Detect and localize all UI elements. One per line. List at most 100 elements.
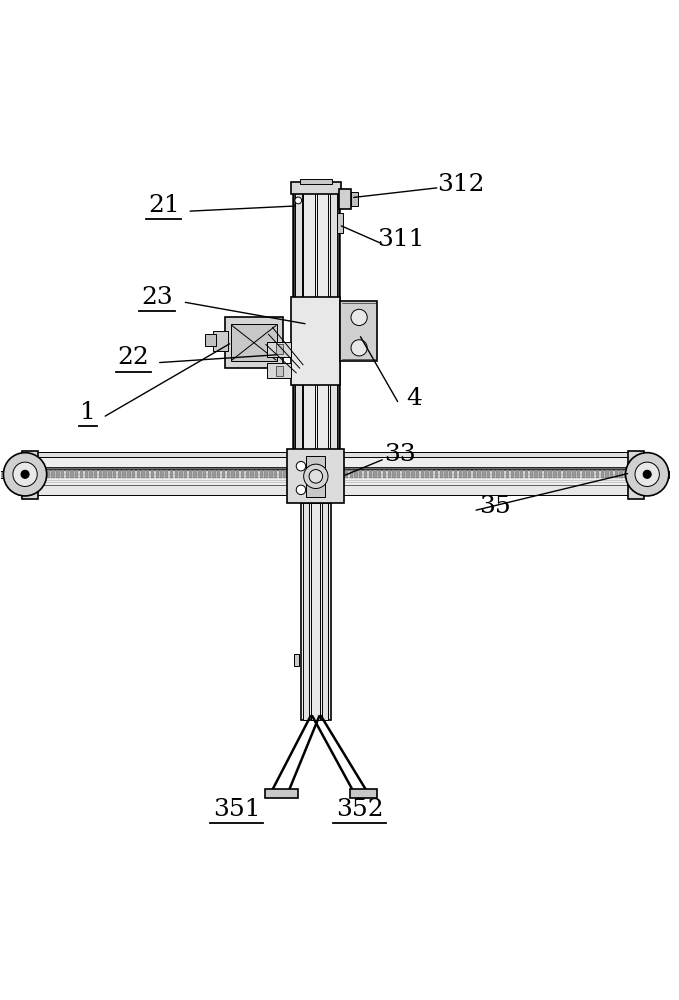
Bar — [378, 470, 382, 478]
Bar — [236, 470, 240, 478]
Bar — [213, 470, 216, 478]
Text: 352: 352 — [336, 798, 384, 821]
Bar — [477, 470, 481, 478]
Bar — [184, 470, 187, 478]
Text: 312: 312 — [437, 173, 485, 196]
Bar — [392, 470, 396, 478]
Bar — [339, 189, 351, 209]
Text: 4: 4 — [406, 387, 422, 410]
Bar — [350, 789, 377, 798]
Bar — [572, 470, 576, 478]
Bar — [205, 334, 216, 346]
Bar — [468, 470, 471, 478]
Bar — [293, 192, 339, 463]
Bar — [22, 451, 38, 499]
Bar — [22, 454, 644, 468]
Bar — [568, 470, 571, 478]
Bar — [189, 470, 192, 478]
Bar — [80, 470, 84, 478]
Bar — [61, 470, 65, 478]
Bar — [165, 470, 168, 478]
Bar — [511, 470, 514, 478]
Circle shape — [351, 340, 367, 356]
Bar — [587, 470, 589, 478]
Bar — [52, 470, 55, 478]
Bar — [5, 470, 17, 478]
Text: 35: 35 — [479, 495, 511, 518]
Bar — [663, 471, 669, 478]
Bar — [136, 470, 140, 478]
Circle shape — [21, 470, 29, 478]
Bar — [577, 470, 581, 478]
Bar — [276, 344, 282, 354]
Bar — [473, 470, 476, 478]
Bar — [421, 470, 424, 478]
Bar — [98, 470, 102, 478]
Bar — [22, 485, 644, 495]
Bar — [295, 192, 301, 463]
Bar — [416, 470, 420, 478]
Bar — [614, 470, 618, 478]
Bar — [525, 470, 528, 478]
Text: 23: 23 — [141, 286, 172, 309]
Bar — [364, 470, 367, 478]
Bar — [288, 470, 291, 478]
Bar — [75, 470, 79, 478]
Bar — [407, 470, 410, 478]
Bar — [294, 654, 299, 666]
Bar — [345, 470, 348, 478]
Bar — [487, 470, 490, 478]
Bar — [619, 470, 623, 478]
Bar — [582, 470, 585, 478]
Text: 1: 1 — [80, 401, 96, 424]
Bar — [276, 366, 282, 376]
Bar — [354, 470, 358, 478]
Bar — [330, 192, 337, 463]
Bar — [299, 179, 332, 184]
Bar — [402, 470, 405, 478]
Bar — [267, 363, 291, 378]
Bar — [435, 470, 438, 478]
Bar — [246, 470, 249, 478]
Bar — [127, 470, 130, 478]
Bar — [94, 470, 97, 478]
Bar — [350, 470, 353, 478]
Text: 311: 311 — [377, 228, 424, 251]
Bar — [558, 470, 562, 478]
Bar — [274, 470, 277, 478]
Bar — [323, 503, 329, 720]
Bar — [175, 470, 178, 478]
Bar — [225, 317, 282, 368]
Bar — [241, 470, 244, 478]
Bar — [482, 470, 485, 478]
Circle shape — [296, 461, 306, 471]
Bar — [644, 459, 653, 492]
Bar — [337, 213, 343, 233]
Bar — [0, 471, 7, 478]
Bar — [42, 470, 45, 478]
Circle shape — [351, 309, 367, 326]
Bar — [194, 470, 197, 478]
Bar — [15, 459, 24, 492]
Bar — [553, 470, 557, 478]
Text: 351: 351 — [213, 798, 261, 821]
Bar — [397, 470, 401, 478]
Bar — [425, 470, 428, 478]
Bar — [232, 470, 235, 478]
Text: 22: 22 — [117, 346, 149, 369]
Bar — [108, 470, 111, 478]
Bar — [530, 470, 533, 478]
Text: 21: 21 — [148, 194, 179, 217]
Bar — [340, 470, 344, 478]
Bar — [227, 470, 230, 478]
Bar — [71, 470, 74, 478]
Bar — [605, 470, 608, 478]
Bar — [85, 470, 88, 478]
Bar — [47, 470, 50, 478]
Bar — [411, 470, 415, 478]
Bar — [373, 470, 377, 478]
Bar — [520, 470, 524, 478]
Bar — [439, 470, 443, 478]
Bar — [449, 470, 452, 478]
Bar — [306, 456, 325, 497]
